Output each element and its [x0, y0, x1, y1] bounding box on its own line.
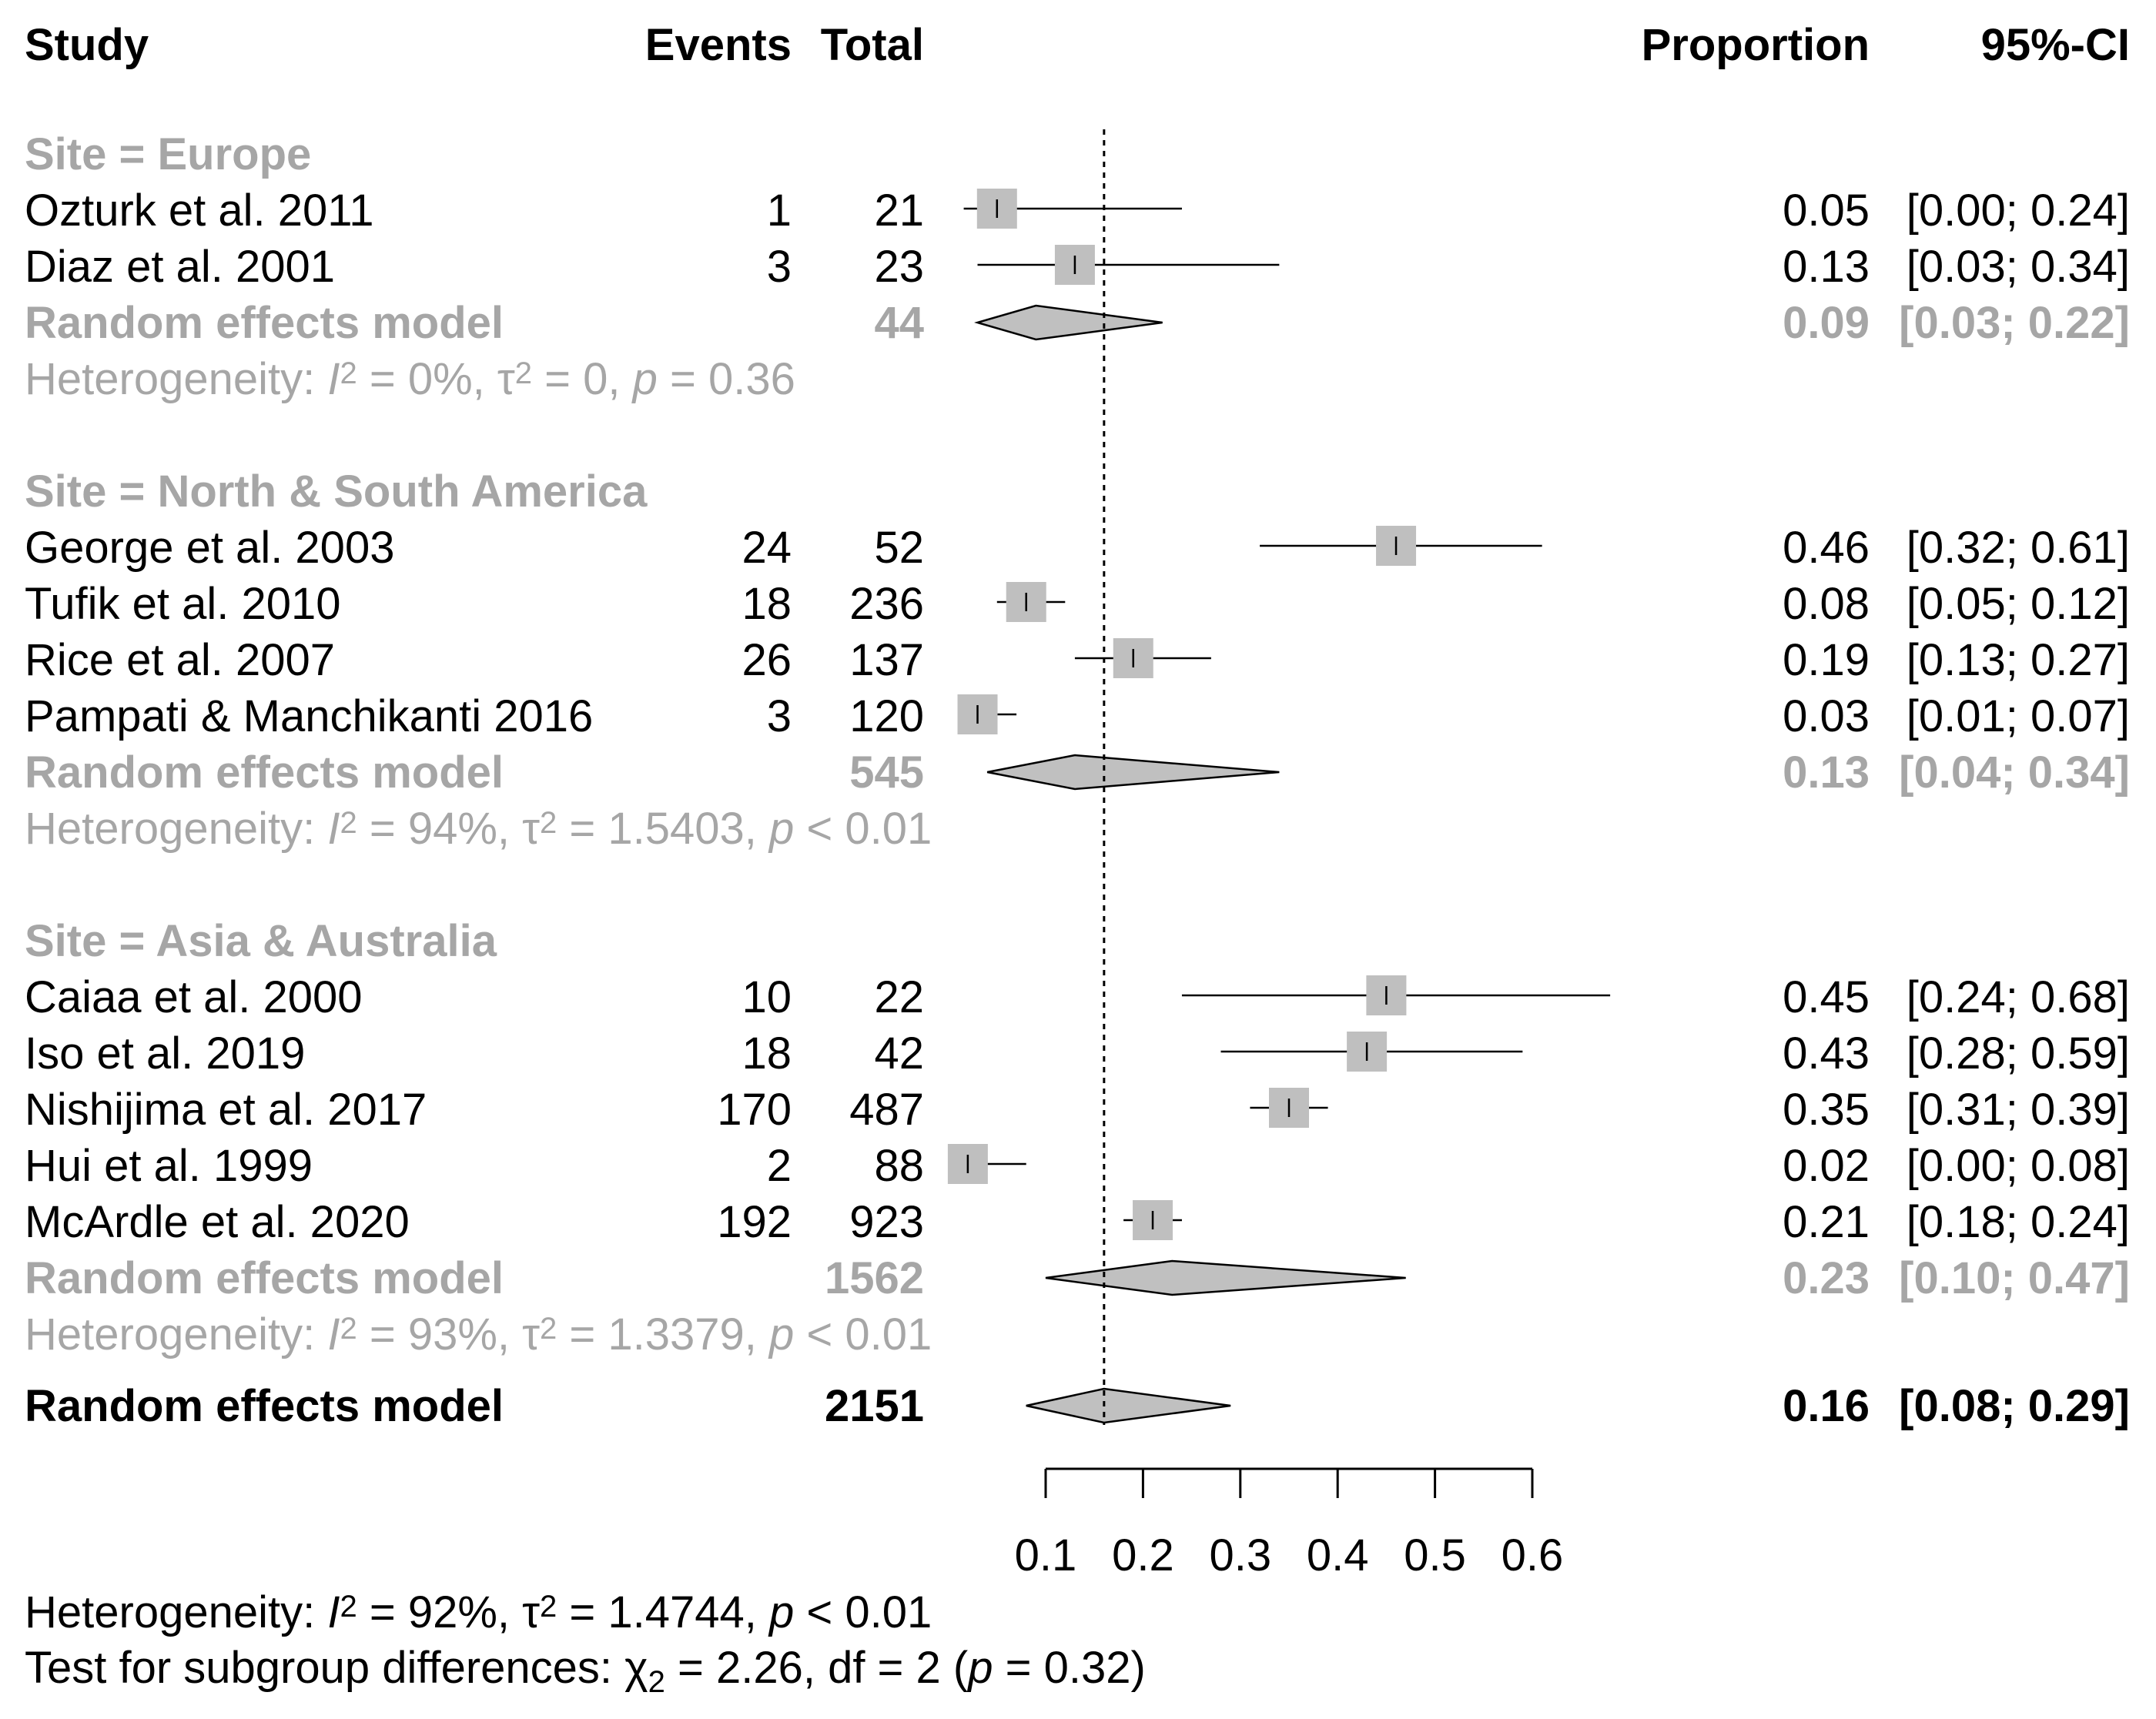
study-ci: [0.24; 0.68]: [1907, 972, 2130, 1022]
overall-diamond: [1026, 1387, 1231, 1424]
group-label: Site = Europe: [25, 129, 311, 179]
study-events: 10: [742, 972, 792, 1022]
study-name: Diaz et al. 2001: [25, 242, 335, 292]
study-ci: [0.31; 0.39]: [1907, 1085, 2130, 1135]
study-total: 236: [849, 579, 924, 629]
study-name: Rice et al. 2007: [25, 635, 335, 685]
header-study: Study: [25, 20, 149, 70]
study-events: 1: [767, 186, 792, 236]
subgroup-model-ci: [0.03; 0.22]: [1899, 298, 2130, 348]
study-events: 26: [742, 635, 792, 685]
x-axis-tick-label: 0.5: [1404, 1530, 1466, 1580]
study-name: Tufik et al. 2010: [25, 579, 341, 629]
subgroup-model-proportion: 0.13: [1783, 747, 1870, 798]
study-total: 21: [874, 186, 924, 236]
subgroup-model-proportion: 0.23: [1783, 1253, 1870, 1303]
study-proportion: 0.08: [1783, 579, 1870, 629]
study-ci: [0.13; 0.27]: [1907, 635, 2130, 685]
overall-model-ci: [0.08; 0.29]: [1899, 1381, 2130, 1431]
x-axis-tick-label: 0.4: [1307, 1530, 1369, 1580]
study-proportion: 0.35: [1783, 1085, 1870, 1135]
subgroup-heterogeneity: Heterogeneity: I2 = 94%, τ2 = 1.5403, p …: [25, 804, 932, 854]
study-ci: [0.05; 0.12]: [1907, 579, 2130, 629]
subgroup-diamond: [1045, 1259, 1406, 1296]
study-proportion: 0.45: [1783, 972, 1870, 1022]
study-name: Caiaa et al. 2000: [25, 972, 363, 1022]
overall-heterogeneity: Heterogeneity: I2 = 92%, τ2 = 1.4744, p …: [25, 1587, 932, 1637]
subgroup-model-label: Random effects model: [25, 1253, 504, 1303]
study-total: 22: [874, 972, 924, 1022]
group-label: Site = Asia & Australia: [25, 916, 497, 966]
study-name: George et al. 2003: [25, 523, 394, 573]
x-axis-tick-label: 0.2: [1112, 1530, 1174, 1580]
study-name: Nishijima et al. 2017: [25, 1085, 427, 1135]
study-total: 23: [874, 242, 924, 292]
study-total: 923: [849, 1197, 924, 1247]
study-proportion: 0.21: [1783, 1197, 1870, 1247]
study-events: 24: [742, 523, 792, 573]
study-ci: [0.01; 0.07]: [1907, 691, 2130, 741]
study-name: McArdle et al. 2020: [25, 1197, 410, 1247]
study-proportion: 0.02: [1783, 1141, 1870, 1191]
subgroup-model-ci: [0.10; 0.47]: [1899, 1253, 2130, 1303]
header-total: Total: [821, 20, 924, 70]
study-events: 192: [717, 1197, 792, 1247]
study-name: Hui et al. 1999: [25, 1141, 313, 1191]
overall-model-label: Random effects model: [25, 1381, 504, 1431]
study-ci: [0.00; 0.24]: [1907, 186, 2130, 236]
study-total: 137: [849, 635, 924, 685]
study-name: Ozturk et al. 2011: [25, 186, 374, 236]
subgroup-model-proportion: 0.09: [1783, 298, 1870, 348]
study-proportion: 0.19: [1783, 635, 1870, 685]
study-ci: [0.32; 0.61]: [1907, 523, 2130, 573]
study-total: 52: [874, 523, 924, 573]
subgroup-model-total: 1562: [825, 1253, 924, 1303]
group-label: Site = North & South America: [25, 467, 648, 517]
study-name: Pampati & Manchikanti 2016: [25, 691, 593, 741]
study-total: 120: [849, 691, 924, 741]
subgroup-heterogeneity: Heterogeneity: I2 = 0%, τ2 = 0, p = 0.36: [25, 354, 795, 404]
study-events: 170: [717, 1085, 792, 1135]
study-events: 18: [742, 579, 792, 629]
subgroup-model-total: 545: [849, 747, 924, 798]
study-name: Iso et al. 2019: [25, 1028, 305, 1079]
x-axis-tick-label: 0.6: [1502, 1530, 1564, 1580]
study-proportion: 0.46: [1783, 523, 1870, 573]
subgroup-test: Test for subgroup differences: χ2 = 2.26…: [25, 1643, 1146, 1699]
overall-model-proportion: 0.16: [1783, 1381, 1870, 1431]
study-proportion: 0.13: [1783, 242, 1870, 292]
study-ci: [0.03; 0.34]: [1907, 242, 2130, 292]
subgroup-diamond: [974, 304, 1163, 341]
study-ci: [0.18; 0.24]: [1907, 1197, 2130, 1247]
subgroup-heterogeneity: Heterogeneity: I2 = 93%, τ2 = 1.3379, p …: [25, 1309, 932, 1359]
study-events: 18: [742, 1028, 792, 1079]
subgroup-model-label: Random effects model: [25, 298, 504, 348]
study-proportion: 0.03: [1783, 691, 1870, 741]
study-total: 487: [849, 1085, 924, 1135]
header-events: Events: [645, 20, 792, 70]
subgroup-model-ci: [0.04; 0.34]: [1899, 747, 2130, 798]
study-events: 3: [767, 691, 792, 741]
study-ci: [0.00; 0.08]: [1907, 1141, 2130, 1191]
study-ci: [0.28; 0.59]: [1907, 1028, 2130, 1079]
study-total: 42: [874, 1028, 924, 1079]
study-events: 2: [767, 1141, 792, 1191]
subgroup-diamond: [986, 754, 1280, 791]
study-total: 88: [874, 1141, 924, 1191]
overall-model-total: 2151: [825, 1381, 924, 1431]
header-proportion: Proportion: [1642, 20, 1870, 70]
x-axis-tick-label: 0.3: [1209, 1530, 1271, 1580]
study-proportion: 0.43: [1783, 1028, 1870, 1079]
subgroup-model-label: Random effects model: [25, 747, 504, 798]
header-ci: 95%-CI: [1981, 20, 2130, 70]
study-events: 3: [767, 242, 792, 292]
study-proportion: 0.05: [1783, 186, 1870, 236]
subgroup-model-total: 44: [874, 298, 924, 348]
x-axis-tick-label: 0.1: [1015, 1530, 1077, 1580]
